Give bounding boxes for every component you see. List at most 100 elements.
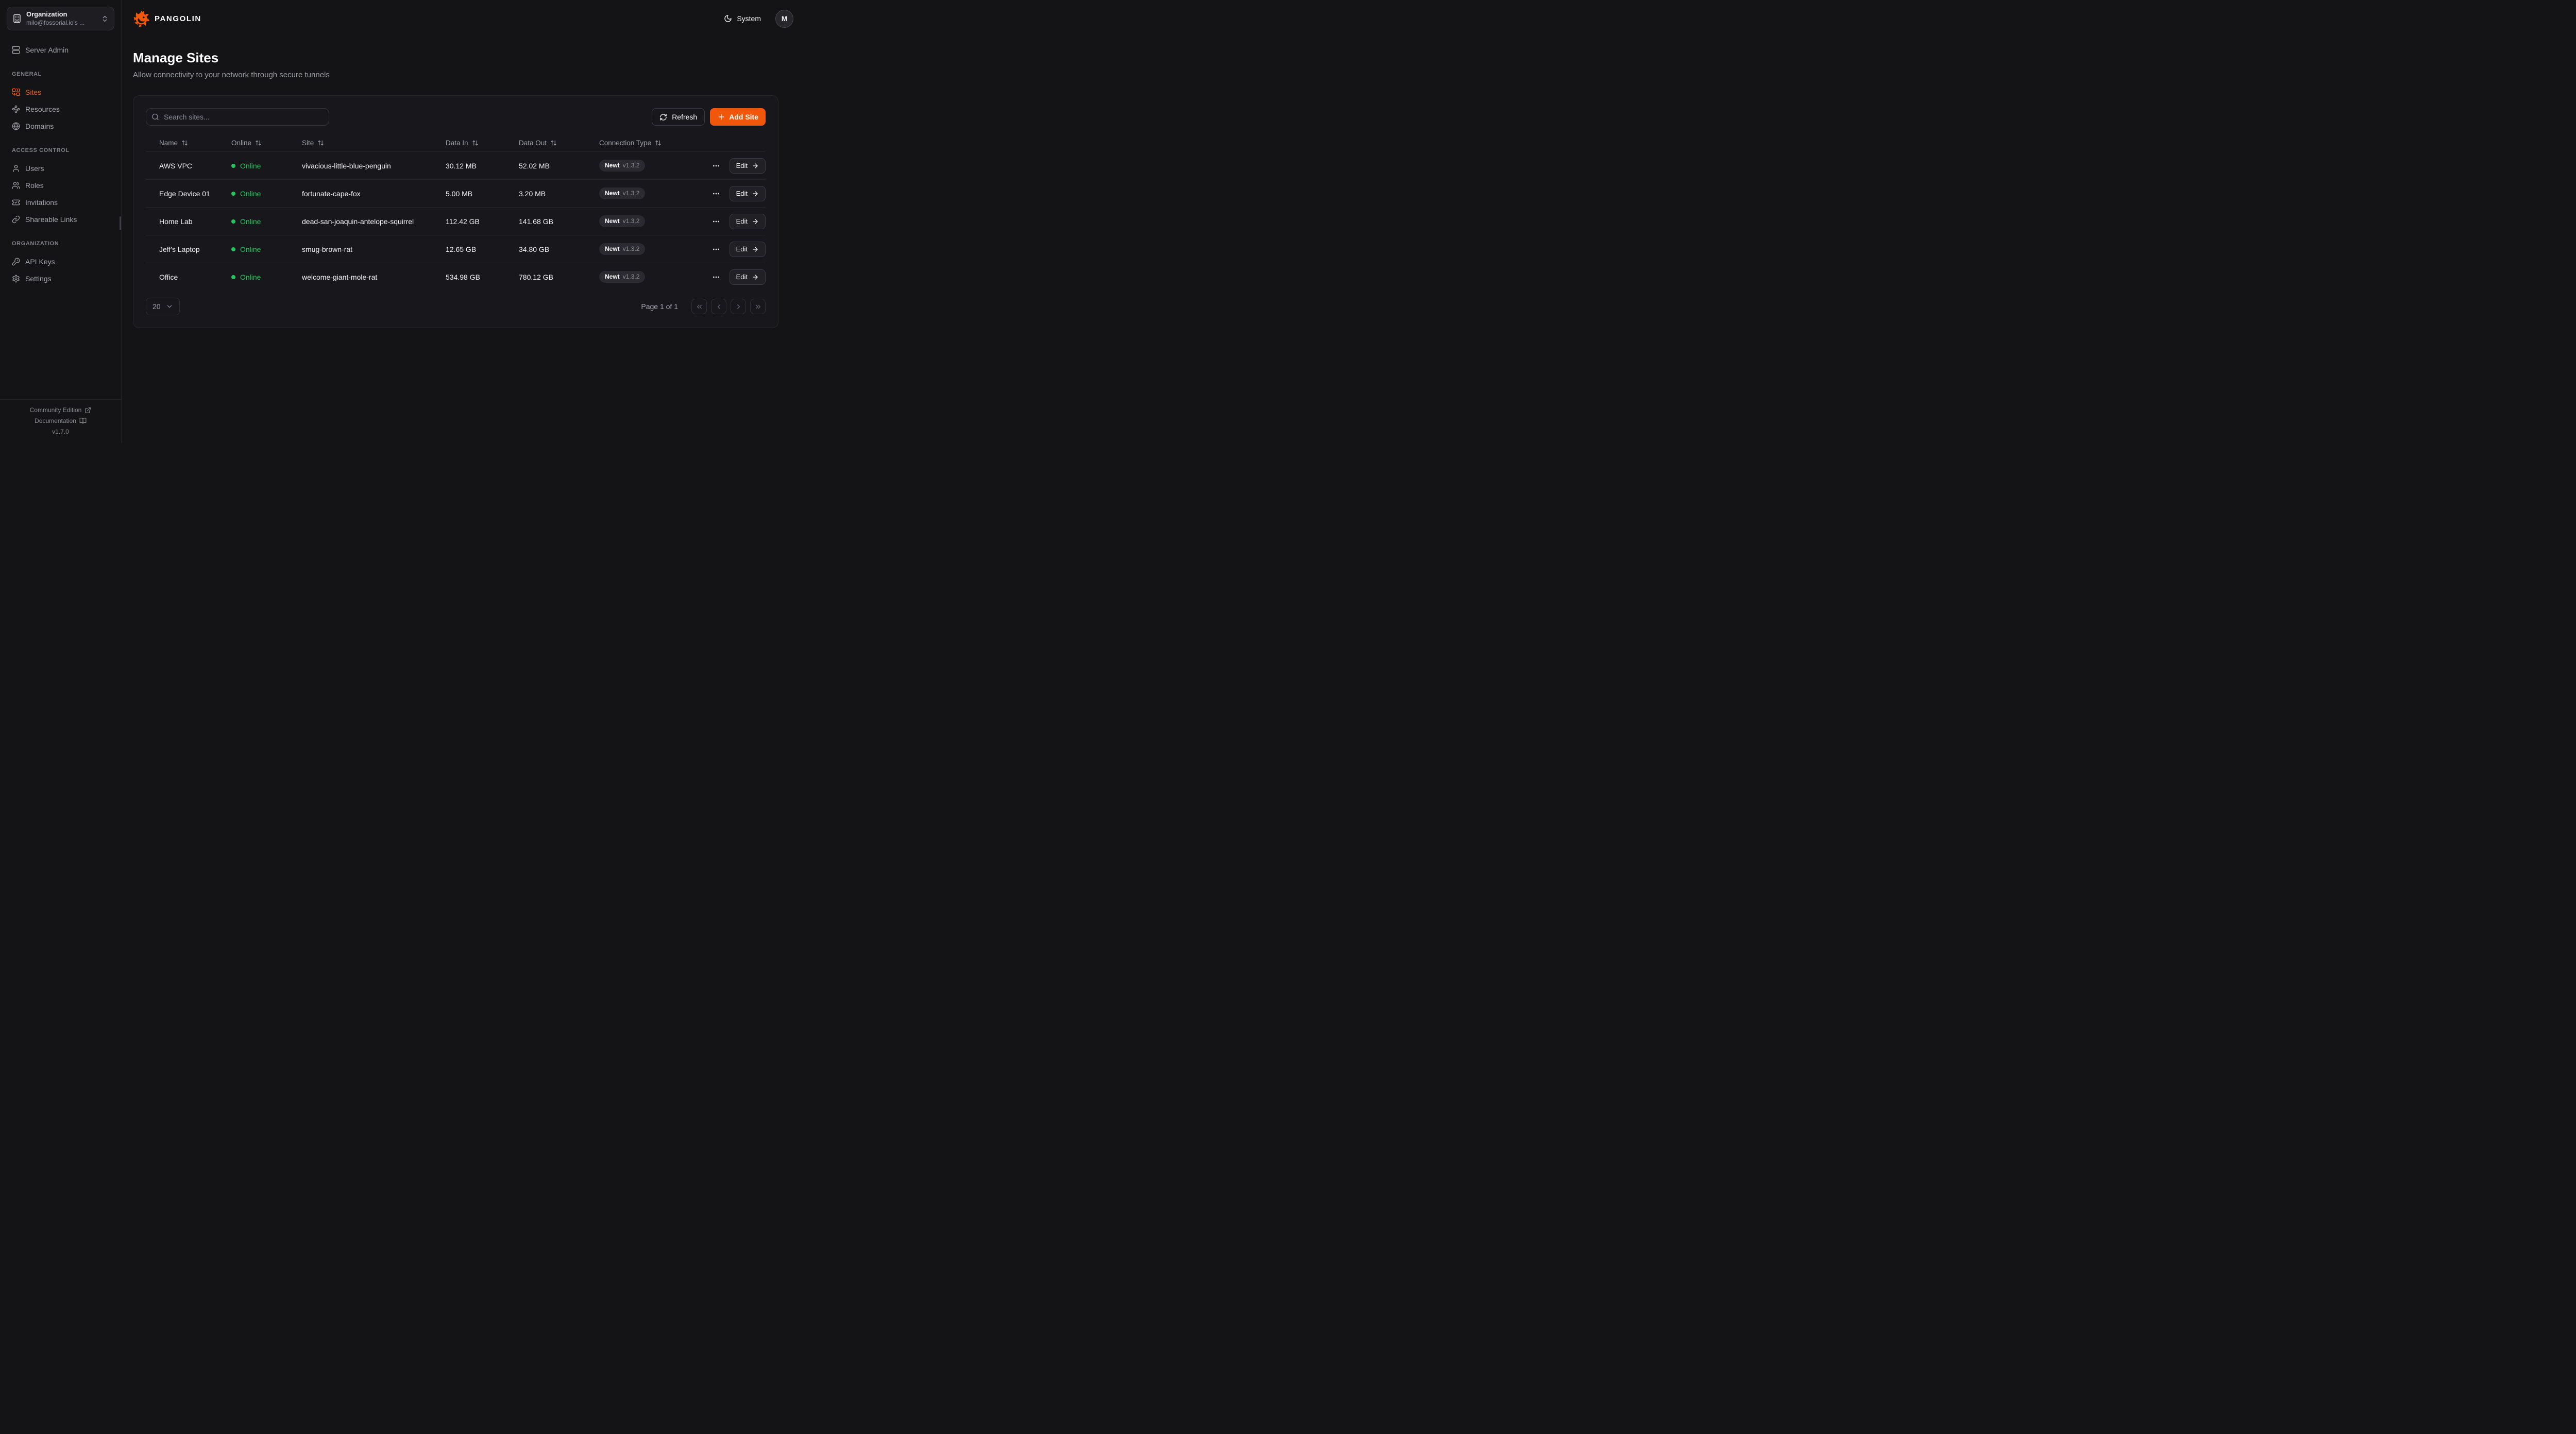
link-icon [12, 215, 20, 224]
data-out-cell: 52.02 MB [519, 161, 550, 170]
column-header-data-in[interactable]: Data In [446, 139, 519, 147]
sidebar-footer: Community Edition Documentation v1.7.0 [0, 399, 121, 443]
sidebar-item-label: Shareable Links [25, 215, 77, 224]
avatar[interactable]: M [775, 9, 793, 28]
page-size-select[interactable]: 20 [146, 298, 180, 315]
edit-button[interactable]: Edit [729, 269, 766, 285]
previous-page-button[interactable] [711, 299, 726, 314]
sidebar-item-label: Invitations [25, 198, 58, 207]
table-toolbar: Refresh Add Site [146, 108, 766, 126]
sidebar-item-label: Server Admin [25, 46, 69, 54]
site-id-cell: dead-san-joaquin-antelope-squirrel [302, 217, 414, 226]
waypoints-icon [12, 105, 20, 113]
brand-name: PANGOLIN [155, 14, 201, 23]
site-name-cell: Office [159, 272, 178, 281]
search-box [146, 108, 329, 126]
plus-icon [717, 113, 725, 121]
org-selector-label: Organization [26, 10, 67, 18]
online-status-cell: Online [231, 273, 302, 281]
column-header-data-out[interactable]: Data Out [519, 139, 599, 147]
sidebar-item-label: Resources [25, 105, 60, 113]
arrow-right-icon [752, 190, 759, 197]
first-page-button[interactable] [691, 299, 707, 314]
sidebar-item-domains[interactable]: Domains [7, 118, 114, 134]
column-header-online[interactable]: Online [231, 139, 302, 147]
connection-type-badge: Newt v1.3.2 [599, 271, 646, 283]
section-label: ORGANIZATION [12, 241, 59, 247]
connection-type-badge: Newt v1.3.2 [599, 243, 646, 255]
column-header-connection-type[interactable]: Connection Type [599, 139, 706, 147]
add-site-button[interactable]: Add Site [710, 108, 766, 126]
chevrons-left-icon [696, 303, 703, 311]
sidebar-item-shareable-links[interactable]: Shareable Links [7, 211, 114, 228]
site-id-cell: fortunate-cape-fox [302, 189, 361, 198]
site-name-cell: Jeff's Laptop [159, 245, 200, 253]
globe-icon [12, 122, 20, 130]
site-name-cell: AWS VPC [159, 161, 193, 170]
sidebar-item-label: Settings [25, 275, 52, 283]
search-input[interactable] [146, 108, 329, 126]
sidebar-section-organization: ORGANIZATION API Keys Settings [7, 241, 114, 287]
row-menu-button[interactable] [710, 271, 722, 283]
online-dot-icon [231, 163, 235, 168]
sidebar-item-label: Domains [25, 122, 54, 130]
row-menu-button[interactable] [710, 243, 722, 255]
chevron-down-icon [166, 303, 173, 310]
sidebar-item-resources[interactable]: Resources [7, 101, 114, 117]
refresh-button[interactable]: Refresh [652, 108, 705, 126]
edit-button[interactable]: Edit [729, 158, 766, 174]
sidebar-section-access-control: ACCESS CONTROL Users Roles Invitations Share… [7, 147, 114, 228]
page-subtitle: Allow connectivity to your network throu… [133, 71, 330, 79]
chevrons-right-icon [754, 303, 762, 311]
online-dot-icon [231, 247, 235, 251]
data-out-cell: 34.80 GB [519, 245, 550, 253]
documentation-link[interactable]: Documentation [35, 417, 87, 424]
chevrons-up-down-icon [101, 15, 109, 23]
sidebar-item-server-admin[interactable]: Server Admin [7, 42, 114, 58]
arrow-up-down-icon [655, 140, 662, 146]
chevron-left-icon [715, 303, 723, 311]
row-menu-button[interactable] [710, 160, 722, 172]
column-header-site[interactable]: Site [302, 139, 446, 147]
row-menu-button[interactable] [710, 187, 722, 200]
users-icon [12, 181, 20, 190]
sidebar-item-settings[interactable]: Settings [7, 270, 114, 287]
sidebar-scrollbar-thumb[interactable] [120, 216, 121, 230]
page-status: Page 1 of 1 [641, 302, 678, 311]
online-dot-icon [231, 191, 235, 196]
connection-type-badge: Newt v1.3.2 [599, 215, 646, 227]
sidebar-item-invitations[interactable]: Invitations [7, 194, 114, 211]
sidebar-item-roles[interactable]: Roles [7, 177, 114, 194]
sidebar-item-users[interactable]: Users [7, 160, 114, 177]
sidebar-item-sites[interactable]: Sites [7, 84, 114, 100]
column-header-name[interactable]: Name [146, 139, 231, 147]
sidebar-item-api-keys[interactable]: API Keys [7, 253, 114, 270]
sidebar-item-label: Sites [25, 88, 42, 96]
community-edition-link[interactable]: Community Edition [30, 406, 92, 414]
edit-button[interactable]: Edit [729, 213, 766, 229]
main-content: PANGOLIN System M Manage Sites Allow con… [122, 0, 808, 443]
book-open-icon [79, 417, 87, 424]
key-icon [12, 258, 20, 266]
row-menu-button[interactable] [710, 215, 722, 228]
user-icon [12, 164, 20, 173]
refresh-icon [659, 113, 667, 121]
online-status-cell: Online [231, 162, 302, 170]
connection-type-badge: Newt v1.3.2 [599, 160, 646, 172]
site-id-cell: smug-brown-rat [302, 245, 353, 253]
online-dot-icon [231, 275, 235, 279]
theme-toggle[interactable]: System [721, 14, 764, 23]
topbar: PANGOLIN System M [133, 0, 793, 37]
pangolin-logo-icon [133, 10, 150, 27]
sidebar-item-label: Users [25, 164, 44, 173]
online-status-cell: Online [231, 217, 302, 226]
edit-button[interactable]: Edit [729, 185, 766, 201]
org-selector[interactable]: Organization milo@fossorial.io's ... [7, 7, 114, 30]
arrow-up-down-icon [550, 140, 557, 146]
arrow-up-down-icon [255, 140, 262, 146]
next-page-button[interactable] [731, 299, 746, 314]
data-in-cell: 112.42 GB [446, 217, 480, 226]
last-page-button[interactable] [750, 299, 766, 314]
edit-button[interactable]: Edit [729, 241, 766, 257]
